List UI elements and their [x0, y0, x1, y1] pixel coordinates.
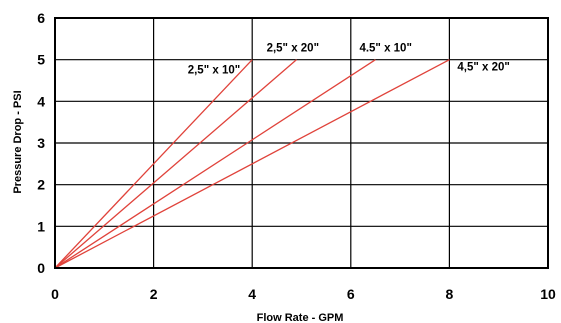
y-tick-label: 3 [37, 135, 45, 151]
x-tick-label: 10 [540, 286, 556, 302]
x-tick-label: 8 [446, 286, 454, 302]
series-label: 4,5" x 20" [457, 62, 509, 74]
series-line [54, 59, 376, 269]
series-label: 2,5" x 10" [188, 65, 240, 77]
series-line [54, 59, 450, 269]
x-tick-label: 6 [347, 286, 355, 302]
y-tick-label: 0 [37, 260, 45, 276]
series-lines [54, 59, 450, 269]
y-tick-label: 5 [37, 52, 45, 68]
x-tick-label: 0 [51, 286, 59, 302]
x-tick-label: 2 [150, 286, 158, 302]
plot-frame [54, 17, 549, 269]
series-line [54, 59, 297, 269]
y-tick-label: 6 [37, 10, 45, 26]
y-tick-label: 2 [37, 177, 45, 193]
series-label: 4.5" x 10" [359, 43, 411, 55]
series-labels: 2,5" x 10" 2,5" x 20" 4.5" x 10" 4,5" x 20" [188, 43, 510, 77]
grid [54, 17, 549, 269]
x-tick-label: 4 [248, 286, 256, 302]
series-line [54, 59, 253, 269]
tick-labels: 0 2 4 6 8 10 0 1 2 3 4 5 6 [37, 10, 556, 302]
y-tick-label: 1 [37, 218, 45, 234]
y-tick-label: 4 [37, 93, 45, 109]
x-axis-title: Flow Rate - GPM [257, 312, 344, 323]
y-axis-title: Pressure Drop - PSI [12, 90, 24, 193]
series-label: 2,5" x 20" [267, 43, 319, 55]
